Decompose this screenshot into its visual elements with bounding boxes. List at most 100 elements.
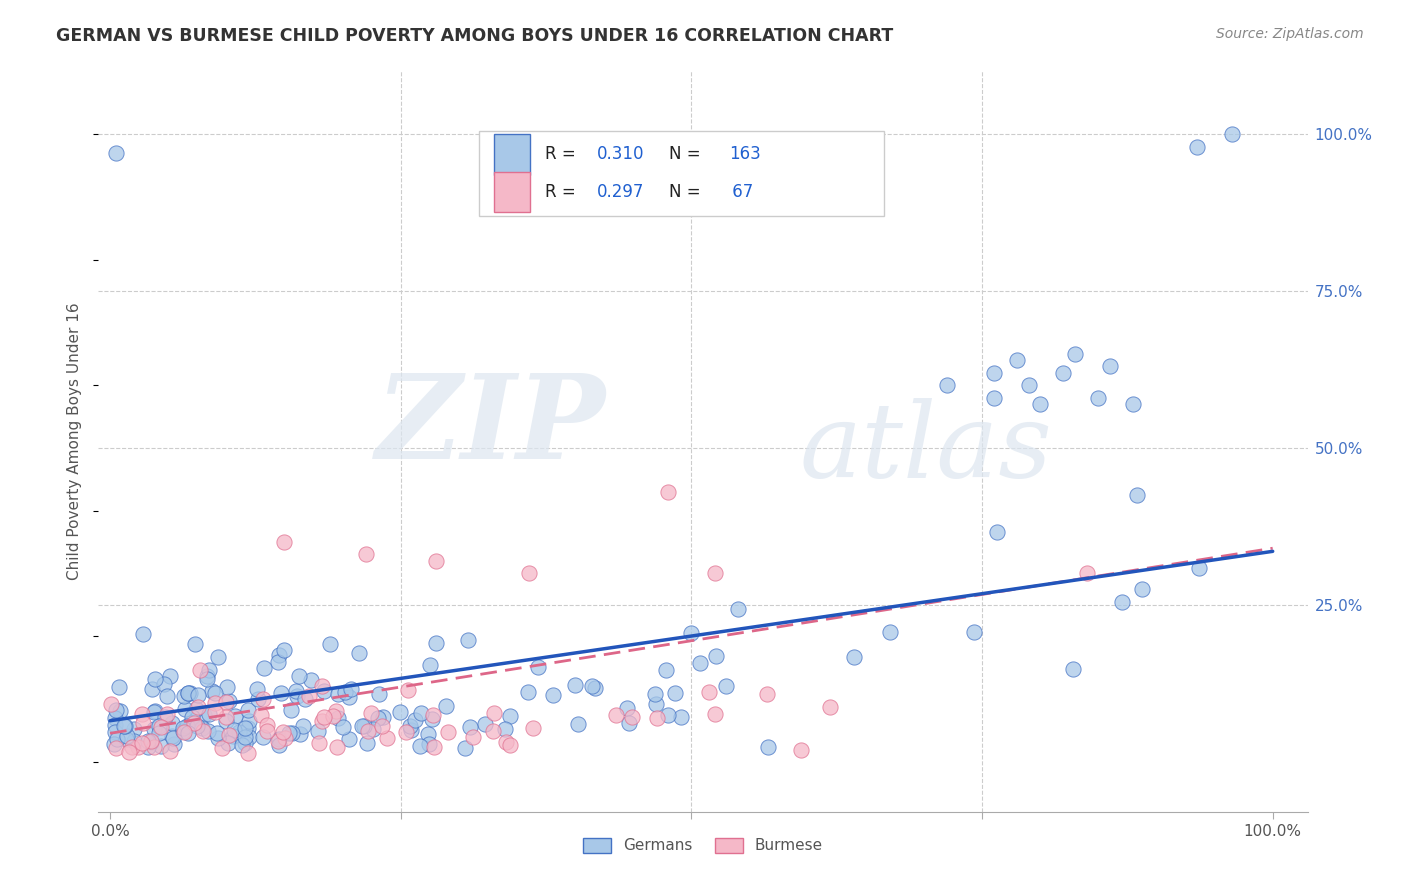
Point <box>156 707 179 722</box>
Point <box>112 719 135 733</box>
Point <box>132 627 155 641</box>
Point <box>312 710 335 724</box>
Text: ZIP: ZIP <box>377 369 606 484</box>
Point <box>256 723 278 738</box>
Point <box>191 721 214 735</box>
Point <box>193 708 215 723</box>
Point <box>104 718 127 732</box>
Point <box>347 646 370 660</box>
Point <box>418 737 440 751</box>
Point <box>266 655 288 669</box>
Point <box>139 735 162 749</box>
Point <box>1005 353 1028 368</box>
Point <box>314 684 336 698</box>
Point <box>173 724 195 739</box>
Point <box>267 731 290 746</box>
Point <box>142 739 165 754</box>
Point <box>131 706 153 721</box>
Point <box>1052 366 1074 380</box>
Point <box>335 684 357 698</box>
Point <box>204 685 226 699</box>
Point <box>155 710 177 724</box>
Point <box>498 738 520 752</box>
Point <box>136 740 159 755</box>
Point <box>127 740 149 755</box>
Point <box>218 694 240 708</box>
Point <box>299 673 322 688</box>
Point <box>252 661 274 675</box>
Point <box>703 566 725 581</box>
Point <box>527 659 550 673</box>
Point <box>844 649 866 664</box>
Point <box>197 673 219 687</box>
Point <box>357 723 380 738</box>
Point <box>517 566 540 581</box>
Point <box>657 484 679 499</box>
Point <box>204 705 226 719</box>
Point <box>332 720 354 734</box>
Point <box>337 690 360 704</box>
Point <box>269 738 291 752</box>
Point <box>434 698 457 713</box>
Point <box>179 686 201 700</box>
Point <box>177 686 200 700</box>
Point <box>271 724 294 739</box>
Text: N =: N = <box>669 183 706 201</box>
Point <box>567 716 589 731</box>
Point <box>217 736 239 750</box>
Point <box>1029 397 1052 411</box>
Point <box>419 658 441 673</box>
Point <box>983 391 1005 405</box>
Point <box>494 722 516 736</box>
Point <box>186 719 208 733</box>
Point <box>214 694 236 708</box>
Point <box>326 740 349 755</box>
Point <box>350 719 373 733</box>
Point <box>141 682 163 697</box>
Point <box>605 708 627 723</box>
Point <box>267 734 290 748</box>
Point <box>1064 347 1087 361</box>
Point <box>207 649 229 664</box>
Point <box>273 535 295 549</box>
Point <box>337 732 360 747</box>
Point <box>288 669 311 683</box>
Point <box>114 719 136 733</box>
Point <box>371 719 394 733</box>
Point <box>703 707 725 722</box>
Text: GERMAN VS BURMESE CHILD POVERTY AMONG BOYS UNDER 16 CORRELATION CHART: GERMAN VS BURMESE CHILD POVERTY AMONG BO… <box>56 27 893 45</box>
Point <box>581 679 603 693</box>
Point <box>238 703 260 717</box>
Point <box>148 725 170 739</box>
Point <box>105 731 128 746</box>
Point <box>1185 139 1208 153</box>
Point <box>454 740 477 755</box>
Point <box>277 726 299 740</box>
Point <box>644 687 666 701</box>
Point <box>621 709 644 723</box>
Point <box>395 725 418 739</box>
Point <box>143 705 166 719</box>
Point <box>236 746 259 760</box>
Point <box>983 366 1005 380</box>
Point <box>108 680 131 694</box>
Point <box>247 692 270 706</box>
Point <box>409 739 432 753</box>
Point <box>458 720 481 734</box>
Point <box>160 729 183 743</box>
Text: 67: 67 <box>727 183 754 201</box>
Point <box>256 718 278 732</box>
Point <box>150 720 173 734</box>
Point <box>517 685 540 699</box>
Point <box>198 707 221 722</box>
Point <box>339 681 361 696</box>
Point <box>1122 397 1144 411</box>
Point <box>367 711 389 725</box>
Point <box>215 714 238 729</box>
Point <box>1111 595 1133 609</box>
Point <box>308 736 330 750</box>
Point <box>187 700 209 714</box>
Point <box>474 717 496 731</box>
Point <box>250 708 273 723</box>
Point <box>1098 359 1121 374</box>
